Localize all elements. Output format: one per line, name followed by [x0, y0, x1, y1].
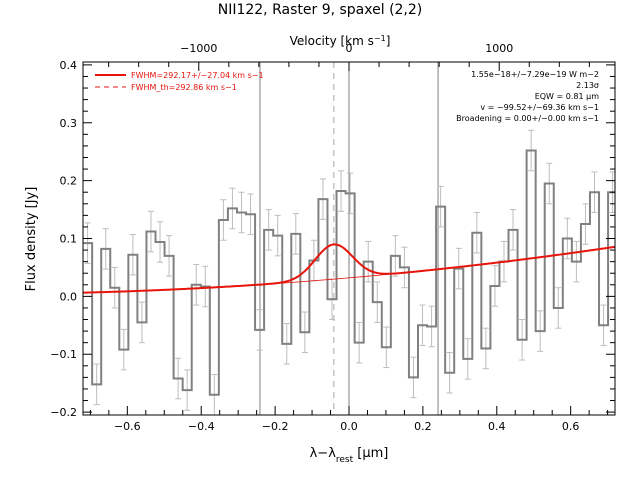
y-tick-label-6: 0.4: [60, 59, 78, 72]
fit-annotations: 1.55e−18+/−7.29e−19 W m−2 2.13σ EQW = 0.…: [456, 70, 599, 123]
x-tick-label-3: 0.0: [340, 420, 358, 433]
y-tick-label-1: −0.1: [50, 348, 77, 361]
x-tick-label-0: −0.6: [114, 420, 141, 433]
y-axis-label: Flux density [Jy]: [24, 187, 39, 292]
y-tick-label-3: 0.1: [60, 233, 78, 246]
y-tick-label-5: 0.3: [60, 117, 78, 130]
annotation-sigma: 2.13σ: [576, 81, 599, 90]
spectrum-line: [83, 149, 615, 396]
x-tick-label-2: −0.2: [262, 420, 289, 433]
reference-lines: [259, 62, 439, 415]
top-tick-label-0: −1000: [180, 42, 217, 55]
y-tick-label-0: −0.2: [50, 406, 77, 419]
x-axis-label: λ−λrest [μm]: [310, 446, 389, 465]
legend-label-fwhm: FWHM=292.17+/−27.04 km s−1: [131, 71, 264, 80]
annotation-velocity: v = −99.52+/−69.36 km s−1: [480, 103, 599, 112]
annotation-eqw: EQW = 0.81 μm: [535, 92, 599, 101]
chart-title: NII122, Raster 9, spaxel (2,2): [218, 2, 423, 18]
legend: FWHM=292.17+/−27.04 km s−1 FWHM_th=292.8…: [95, 71, 264, 92]
total-fit-curve: [82, 243, 616, 294]
x-tick-label-5: 0.4: [488, 420, 506, 433]
annotation-flux: 1.55e−18+/−7.29e−19 W m−2: [471, 70, 599, 79]
annotation-broadening: Broadening = 0.00+/−0.00 km s−1: [456, 114, 599, 123]
fit-curves: [82, 243, 616, 294]
top-tick-label-2: 1000: [485, 42, 513, 55]
axes: −0.6 −0.4 −0.2 0.0 0.2 0.4 0.6 −0.2 −0.1 0.0 0.1 0.…: [50, 42, 615, 433]
y-tick-label-2: 0.0: [60, 290, 78, 303]
x-tick-label-6: 0.6: [562, 420, 580, 433]
continuum-under-line: [263, 272, 405, 285]
legend-label-fwhm-th: FWHM_th=292.86 km s−1: [131, 83, 237, 92]
y-tick-label-4: 0.2: [60, 175, 78, 188]
top-tick-label-1: 0: [346, 42, 353, 55]
x-tick-label-4: 0.2: [414, 420, 432, 433]
x-tick-label-1: −0.4: [188, 420, 215, 433]
top-axis-label: Velocity [km s−1]: [290, 34, 391, 49]
